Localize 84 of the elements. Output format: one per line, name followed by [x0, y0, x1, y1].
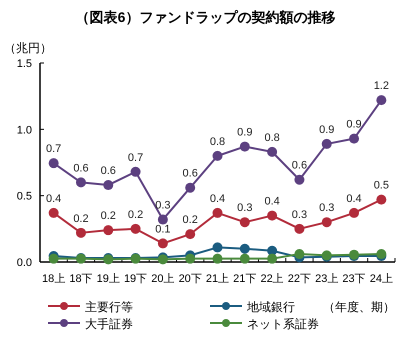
- point: [212, 254, 222, 264]
- x-tick-label: 18下: [69, 273, 93, 285]
- data-label: 0.7: [46, 143, 62, 156]
- legend-label: 大手証券: [85, 317, 133, 331]
- data-label: 0.9: [237, 126, 252, 139]
- point: [349, 134, 360, 144]
- data-label: 0.9: [346, 118, 362, 131]
- data-label: 0.9: [319, 124, 334, 136]
- data-label: 0.4: [46, 192, 62, 205]
- data-label: 0.6: [73, 162, 89, 174]
- legend-label: ネット系証券: [247, 317, 319, 331]
- point: [212, 242, 222, 252]
- chart-title: （図表6）ファンドラップの契約額の推移: [76, 9, 336, 25]
- point: [185, 229, 196, 240]
- x-tick-label: 20上: [151, 272, 175, 285]
- point: [240, 244, 250, 254]
- point: [376, 95, 386, 106]
- point: [185, 254, 196, 264]
- y-axis-title: （兆円）: [4, 41, 52, 55]
- data-label: 0.3: [292, 208, 308, 221]
- point: [294, 174, 304, 185]
- point: [376, 194, 386, 205]
- data-label: 0.6: [292, 160, 308, 172]
- point: [294, 224, 304, 234]
- data-label: 0.2: [100, 210, 116, 222]
- point: [267, 210, 278, 221]
- point: [48, 158, 59, 168]
- point: [212, 150, 222, 161]
- point: [130, 224, 141, 234]
- data-label: 0.2: [182, 214, 198, 226]
- x-tick-label: 24上: [370, 272, 393, 285]
- x-tick-label: 23下: [342, 273, 366, 285]
- y-tick-label: 0.0: [16, 257, 32, 269]
- x-tick-label: 21下: [233, 273, 256, 285]
- x-axis-title: （年度、期）: [323, 300, 395, 314]
- x-tick-label: 18上: [42, 272, 66, 285]
- point: [185, 182, 196, 193]
- data-label: 0.2: [73, 212, 89, 225]
- data-label: 0.1: [155, 223, 171, 236]
- data-label: 0.6: [182, 168, 198, 180]
- point: [76, 177, 86, 188]
- x-tick-label: 21上: [206, 272, 230, 285]
- x-tick-label: 20下: [178, 273, 202, 285]
- point: [158, 214, 168, 225]
- x-tick-label: 19下: [124, 273, 148, 285]
- point: [240, 254, 250, 264]
- x-tick-label: 23上: [315, 272, 338, 285]
- point: [267, 146, 278, 157]
- data-label: 0.4: [264, 196, 280, 208]
- point: [212, 208, 222, 218]
- y-tick-label: 1.5: [16, 58, 32, 70]
- legend-label: 主要行等: [85, 300, 133, 314]
- point: [103, 225, 114, 236]
- data-label: 0.7: [128, 152, 144, 164]
- data-label: 0.6: [100, 165, 116, 178]
- data-label: 0.3: [319, 202, 334, 214]
- point: [103, 180, 114, 190]
- legend-label: 地域銀行: [246, 300, 295, 314]
- point: [48, 208, 59, 218]
- point: [240, 217, 250, 228]
- point: [158, 238, 168, 248]
- x-tick-label: 19上: [96, 272, 120, 285]
- data-label: 0.3: [155, 200, 171, 212]
- point: [349, 208, 360, 218]
- data-label: 0.8: [264, 132, 280, 144]
- data-label: 0.5: [374, 180, 389, 192]
- point: [48, 254, 59, 264]
- point: [267, 254, 278, 264]
- data-label: 0.8: [210, 136, 226, 148]
- y-tick-label: 0.5: [16, 190, 32, 203]
- x-tick-label: 22上: [260, 272, 284, 285]
- point: [130, 166, 141, 177]
- point: [76, 228, 86, 238]
- point: [322, 138, 332, 149]
- data-label: 0.4: [210, 192, 226, 205]
- x-tick-label: 22下: [288, 273, 312, 285]
- y-tick-label: 1.0: [16, 124, 32, 136]
- data-label: 0.3: [237, 202, 252, 214]
- data-label: 0.4: [346, 192, 362, 205]
- point: [322, 217, 332, 228]
- data-label: 1.2: [374, 80, 389, 92]
- point: [294, 249, 304, 260]
- data-label: 0.2: [128, 208, 144, 221]
- point: [240, 142, 250, 152]
